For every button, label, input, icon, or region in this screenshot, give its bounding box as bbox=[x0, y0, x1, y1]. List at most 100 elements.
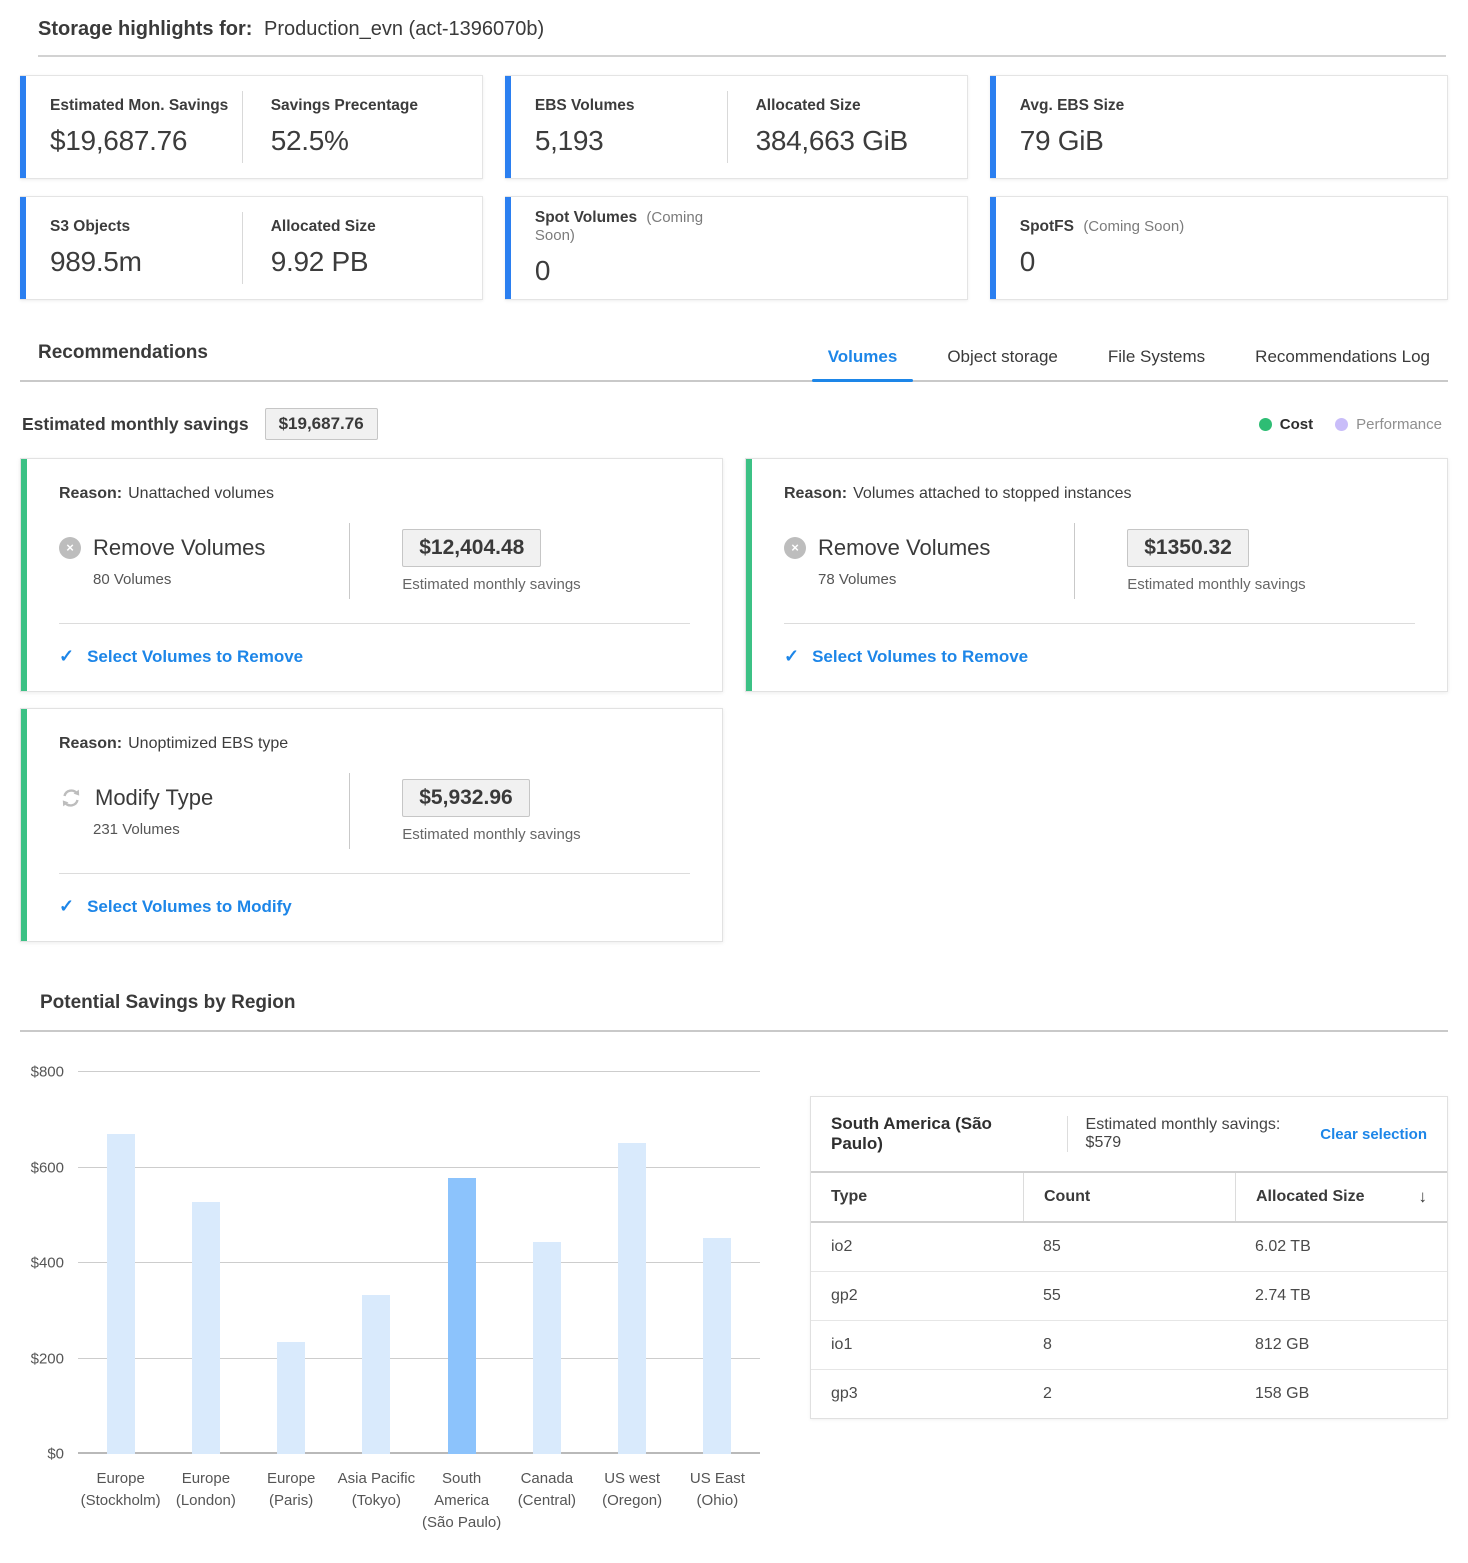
kpi-value: 9.92 PB bbox=[270, 246, 369, 277]
summary-row: Estimated monthly savings $19,687.76 Cos… bbox=[20, 408, 1448, 440]
savings-section-divider bbox=[20, 1030, 1448, 1032]
cell-size: 2.74 TB bbox=[1255, 1287, 1311, 1304]
tab-file-systems[interactable]: File Systems bbox=[1107, 347, 1206, 366]
kpi-card-spotfs: SpotFS (Coming Soon) 0 bbox=[989, 196, 1448, 300]
legend-item-performance[interactable]: Performance bbox=[1335, 416, 1442, 433]
rec-card-stopped-instances: Reason: Volumes attached to stopped insta… bbox=[745, 458, 1448, 692]
recommendations-title: Recommendations bbox=[38, 342, 208, 363]
legend-label-cost: Cost bbox=[1279, 415, 1314, 433]
chart-bar-europe-paris-[interactable] bbox=[277, 1341, 306, 1454]
performance-dot-icon bbox=[1335, 417, 1349, 431]
rec-action: × Remove Volumes 78 Volumes bbox=[784, 535, 1074, 588]
select-volumes-to-modify-link[interactable]: ✓ Select Volumes to Modify bbox=[59, 896, 292, 917]
savings-bar-chart: $0 $200 $400 $600 $800 Europe (Stockholm) Euro… bbox=[20, 1064, 760, 1533]
chart-gridline bbox=[78, 1452, 760, 1454]
amount-badge: $1350.32 bbox=[1127, 529, 1249, 567]
reason-text: Volumes attached to stopped instances bbox=[853, 485, 1132, 502]
table-row: gp3 2 158 GB bbox=[811, 1370, 1447, 1418]
column-header-allocated-size[interactable]: Allocated Size ↓ bbox=[1235, 1173, 1447, 1221]
kpi-value: 52.5% bbox=[270, 125, 349, 156]
sort-descending-icon[interactable]: ↓ bbox=[1418, 1187, 1428, 1206]
chart-bar-europe-stockholm-[interactable] bbox=[106, 1134, 135, 1454]
region-table-title: South America (São Paulo) bbox=[831, 1114, 992, 1153]
chart-bar-us-west-oregon-[interactable] bbox=[618, 1142, 647, 1454]
rec-card-divider bbox=[59, 623, 690, 624]
cell-size: 6.02 TB bbox=[1255, 1238, 1311, 1255]
select-volumes-to-remove-link[interactable]: ✓ Select Volumes to Remove bbox=[59, 646, 303, 667]
rec-main: × Remove Volumes 78 Volumes $1350.32 Est… bbox=[784, 523, 1415, 599]
rec-link-label: Select Volumes to Modify bbox=[87, 896, 292, 916]
kpi-value: $19,687.76 bbox=[50, 125, 188, 156]
action-count: 231 Volumes bbox=[93, 820, 180, 838]
tab-recommendations-log[interactable]: Recommendations Log bbox=[1255, 347, 1430, 366]
circle-x-icon: × bbox=[784, 536, 806, 559]
recommendations-tabs: Volumes Object storage File Systems Reco… bbox=[794, 347, 1446, 382]
kpi-value: 384,663 GiB bbox=[755, 125, 909, 156]
rec-divider bbox=[349, 773, 351, 849]
tab-object-storage[interactable]: Object storage bbox=[947, 347, 1058, 366]
chart-plot-area bbox=[78, 1071, 760, 1454]
savings-bottom-area: $0 $200 $400 $600 $800 Europe (Stockholm) Euro… bbox=[20, 1064, 1448, 1533]
rec-link-label: Select Volumes to Remove bbox=[87, 646, 304, 666]
rec-link-label: Select Volumes to Remove bbox=[812, 646, 1029, 666]
kpi-label: S3 Objects bbox=[50, 218, 131, 235]
reason-text: Unoptimized EBS type bbox=[128, 735, 289, 752]
rec-amount: $1350.32 Estimated monthly savings bbox=[1127, 529, 1306, 593]
refresh-icon bbox=[59, 786, 83, 810]
kpi-label: Avg. EBS Size bbox=[1019, 97, 1125, 114]
column-header-type[interactable]: Type bbox=[831, 1188, 868, 1205]
region-table-columns: Type Count Allocated Size ↓ bbox=[811, 1173, 1447, 1223]
x-axis-label: US west (Oregon) bbox=[602, 1470, 663, 1509]
page-header: Storage highlights for: Production_evn (… bbox=[20, 16, 1448, 57]
kpi-card-ebs-volumes: EBS Volumes 5,193 Allocated Size 384,663… bbox=[504, 75, 968, 179]
kpi-label: SpotFS (Coming Soon) bbox=[1020, 218, 1210, 236]
reason-label: Reason: bbox=[784, 485, 848, 502]
y-axis-tick-label: $400 bbox=[30, 1254, 64, 1272]
kpi-label-text: SpotFS bbox=[1019, 218, 1074, 235]
chart-gridline bbox=[78, 1262, 760, 1263]
x-axis-label: US East (Ohio) bbox=[689, 1470, 745, 1509]
summary-left: Estimated monthly savings $19,687.76 bbox=[22, 408, 378, 440]
clear-selection-link[interactable]: Clear selection bbox=[1320, 1125, 1428, 1143]
chart-gridline bbox=[78, 1357, 760, 1359]
chart-bar-asia-pacific-tokyo-[interactable] bbox=[362, 1294, 391, 1454]
chart-bar-south-america-s-o-paulo-[interactable] bbox=[447, 1177, 476, 1454]
kpi-metric: Estimated Mon. Savings $19,687.76 bbox=[50, 97, 242, 157]
kpi-label: Spot Volumes (Coming Soon) bbox=[535, 209, 727, 245]
chart-x-axis: Europe (Stockholm) Europe (London) Europe (Pa… bbox=[78, 1468, 760, 1533]
kpi-card-monthly-savings: Estimated Mon. Savings $19,687.76 Saving… bbox=[20, 75, 483, 179]
rec-amount: $12,404.48 Estimated monthly savings bbox=[402, 529, 581, 593]
chart-bar-europe-london-[interactable] bbox=[191, 1202, 220, 1454]
column-header-count[interactable]: Count bbox=[1023, 1173, 1235, 1221]
kpi-label: EBS Volumes bbox=[534, 97, 635, 114]
kpi-metric: Allocated Size 384,663 GiB bbox=[728, 97, 943, 157]
table-row: io2 85 6.02 TB bbox=[811, 1223, 1447, 1272]
x-axis-label: South America (São Paulo) bbox=[422, 1470, 502, 1531]
rec-main: Modify Type 231 Volumes $5,932.96 Estima… bbox=[59, 773, 690, 849]
action-title: Remove Volumes bbox=[818, 534, 991, 560]
reason-label: Reason: bbox=[59, 485, 123, 502]
y-axis-tick-label: $0 bbox=[47, 1445, 64, 1463]
legend-item-cost[interactable]: Cost bbox=[1258, 415, 1314, 433]
kpi-value: 79 GiB bbox=[1019, 125, 1104, 156]
kpi-label: Allocated Size bbox=[755, 97, 861, 114]
page-title: Storage highlights for: Production_evn (… bbox=[38, 18, 1446, 41]
kpi-card-s3-objects: S3 Objects 989.5m Allocated Size 9.92 PB bbox=[20, 196, 483, 300]
x-axis-label: Canada (Central) bbox=[517, 1470, 577, 1509]
chart-y-axis: $0 $200 $400 $600 $800 bbox=[20, 1064, 78, 1463]
cell-type: gp2 bbox=[831, 1287, 858, 1304]
chart-bar-canada-central-[interactable] bbox=[532, 1242, 561, 1454]
reason-line: Reason: Unattached volumes bbox=[59, 485, 690, 503]
circle-x-icon: × bbox=[59, 536, 81, 559]
chart-gridline bbox=[78, 1166, 760, 1168]
kpi-metric: SpotFS (Coming Soon) 0 bbox=[1020, 218, 1210, 278]
kpi-metric: Spot Volumes (Coming Soon) 0 bbox=[535, 209, 727, 287]
rec-card-unoptimized-type: Reason: Unoptimized EBS type Mo bbox=[20, 708, 723, 942]
select-volumes-to-remove-link[interactable]: ✓ Select Volumes to Remove bbox=[784, 646, 1028, 667]
tab-volumes[interactable]: Volumes bbox=[811, 347, 914, 382]
kpi-divider bbox=[241, 91, 243, 163]
y-axis-tick-label: $200 bbox=[30, 1350, 64, 1367]
cell-size: 812 GB bbox=[1255, 1336, 1310, 1353]
chart-bar-us-east-ohio-[interactable] bbox=[703, 1237, 732, 1454]
region-detail-table: South America (São Paulo) Estimated mont… bbox=[810, 1096, 1448, 1419]
